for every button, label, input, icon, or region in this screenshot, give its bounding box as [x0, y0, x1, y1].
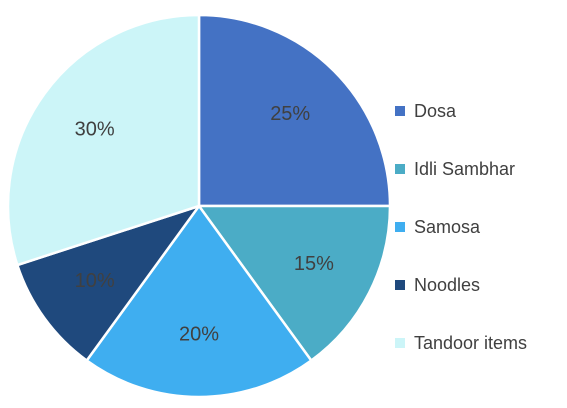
legend-swatch-tandoor-items [395, 338, 405, 348]
data-label-samosa: 20% [179, 323, 219, 345]
data-label-tandoor-items: 30% [75, 118, 115, 140]
legend-label-tandoor-items: Tandoor items [414, 333, 528, 353]
legend-item-idli-sambhar: Idli Sambhar [395, 140, 565, 198]
pie-slice-idli-sambhar [197, 204, 392, 362]
data-label-noodles: 10% [75, 270, 115, 292]
legend-swatch-samosa [395, 222, 405, 232]
pie-slice-dosa [197, 13, 392, 208]
legend-item-dosa: Dosa [395, 82, 565, 140]
chart-legend: Dosa Idli Sambhar Samosa Noodles Tandoor… [395, 82, 565, 372]
legend-item-samosa: Samosa [395, 198, 565, 256]
legend-label-idli-sambhar: Idli Sambhar [414, 159, 516, 179]
pie-slice-noodles [16, 204, 201, 362]
legend-item-tandoor-items: Tandoor items [395, 314, 565, 372]
legend-item-noodles: Noodles [395, 256, 565, 314]
data-label-idli-sambhar: 15% [294, 253, 334, 275]
legend-swatch-idli-sambhar [395, 164, 405, 174]
pie-slice-tandoor-items [6, 13, 201, 267]
legend-label-noodles: Noodles [414, 275, 481, 295]
legend-label-samosa: Samosa [414, 217, 481, 237]
data-label-dosa: 25% [270, 103, 310, 125]
legend-swatch-noodles [395, 280, 405, 290]
legend-label-dosa: Dosa [414, 101, 457, 121]
legend-swatch-dosa [395, 106, 405, 116]
pie-slice-samosa [85, 204, 313, 399]
